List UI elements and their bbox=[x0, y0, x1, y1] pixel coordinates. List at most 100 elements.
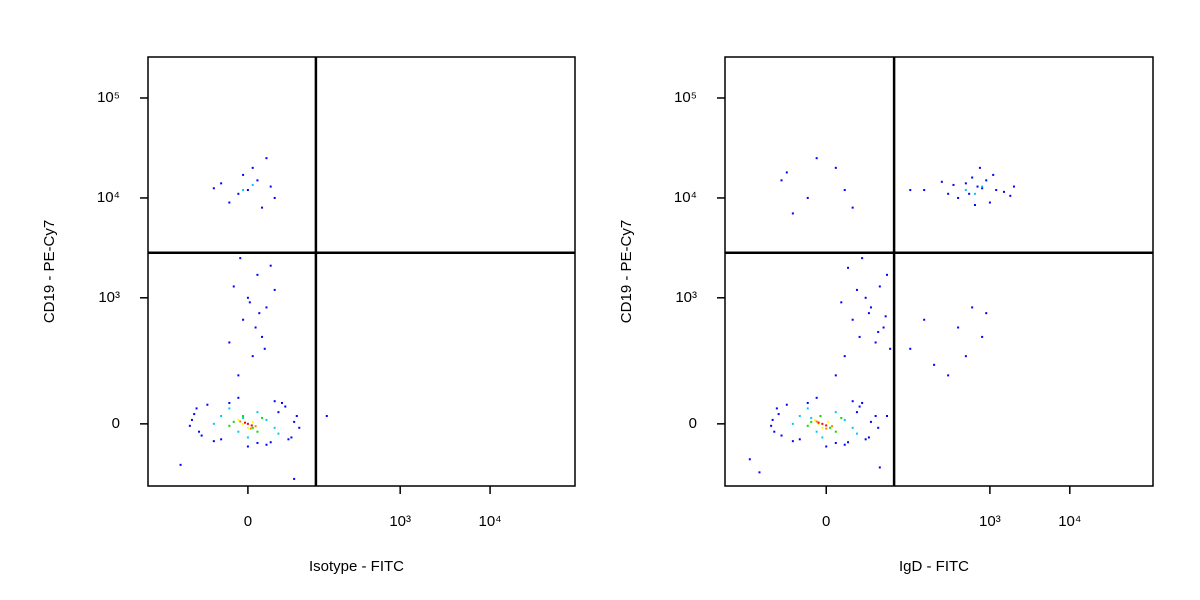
point bbox=[1009, 194, 1012, 197]
point bbox=[861, 257, 864, 260]
point bbox=[254, 326, 257, 329]
point bbox=[273, 426, 276, 429]
point bbox=[869, 420, 872, 423]
point bbox=[212, 422, 215, 425]
point bbox=[819, 415, 822, 418]
point bbox=[242, 422, 245, 425]
point bbox=[785, 403, 788, 406]
point bbox=[256, 179, 259, 182]
point bbox=[855, 432, 858, 435]
y-axis-label: CD19 - PE-Cy7 bbox=[41, 220, 58, 323]
point bbox=[791, 212, 794, 215]
point bbox=[228, 341, 231, 344]
point bbox=[834, 430, 837, 433]
point bbox=[1002, 190, 1005, 193]
x-tick-label: 10⁴ bbox=[479, 513, 502, 530]
point bbox=[985, 179, 988, 182]
point bbox=[293, 420, 296, 423]
point bbox=[258, 312, 261, 315]
point bbox=[269, 185, 272, 188]
point bbox=[834, 411, 837, 414]
point bbox=[829, 426, 832, 429]
point bbox=[228, 424, 231, 427]
point bbox=[237, 192, 240, 195]
point bbox=[773, 430, 776, 433]
point bbox=[798, 415, 801, 418]
point bbox=[843, 189, 846, 192]
point bbox=[840, 416, 843, 419]
point bbox=[947, 192, 950, 195]
point bbox=[964, 189, 967, 192]
point bbox=[867, 436, 870, 439]
point bbox=[861, 401, 864, 404]
point bbox=[909, 347, 912, 350]
point bbox=[923, 189, 926, 192]
point bbox=[261, 416, 264, 419]
point bbox=[825, 427, 828, 430]
point bbox=[815, 420, 818, 423]
point bbox=[179, 463, 182, 466]
point bbox=[246, 426, 249, 429]
point bbox=[284, 405, 287, 408]
point bbox=[810, 416, 813, 419]
point bbox=[251, 183, 254, 186]
point bbox=[265, 306, 268, 309]
point bbox=[251, 355, 254, 358]
point bbox=[851, 206, 854, 209]
point bbox=[847, 266, 850, 269]
point bbox=[971, 176, 974, 179]
point bbox=[884, 315, 887, 318]
point bbox=[248, 301, 251, 304]
point bbox=[244, 421, 247, 424]
point bbox=[188, 424, 191, 427]
point bbox=[246, 445, 249, 448]
point bbox=[940, 180, 943, 183]
point bbox=[250, 424, 253, 427]
point bbox=[834, 374, 837, 377]
point bbox=[246, 422, 249, 425]
point bbox=[246, 296, 249, 299]
point bbox=[834, 166, 837, 169]
point bbox=[256, 411, 259, 414]
point bbox=[780, 434, 783, 437]
point bbox=[785, 171, 788, 174]
point bbox=[242, 416, 245, 419]
point bbox=[237, 430, 240, 433]
point bbox=[985, 312, 988, 315]
point bbox=[798, 438, 801, 441]
point bbox=[220, 438, 223, 441]
point bbox=[293, 477, 296, 480]
y-tick-label: 0 bbox=[112, 415, 120, 432]
point bbox=[237, 418, 240, 421]
point bbox=[840, 301, 843, 304]
point bbox=[817, 422, 820, 425]
point bbox=[251, 420, 254, 423]
y-tick-label: 10⁵ bbox=[674, 89, 697, 106]
point bbox=[242, 415, 245, 418]
point bbox=[878, 285, 881, 288]
point bbox=[995, 189, 998, 192]
point bbox=[198, 430, 201, 433]
point bbox=[277, 432, 280, 435]
point bbox=[815, 396, 818, 399]
point bbox=[232, 285, 235, 288]
point bbox=[981, 335, 984, 338]
point bbox=[855, 288, 858, 291]
point bbox=[770, 424, 773, 427]
point bbox=[843, 418, 846, 421]
point bbox=[825, 445, 828, 448]
point bbox=[273, 400, 276, 403]
point bbox=[957, 196, 960, 199]
x-axis-label: Isotype - FITC bbox=[309, 558, 404, 575]
x-tick-label: 0 bbox=[822, 513, 830, 530]
point bbox=[280, 401, 283, 404]
point bbox=[968, 192, 971, 195]
point bbox=[843, 355, 846, 358]
y-tick-label: 10⁴ bbox=[674, 189, 697, 206]
point bbox=[193, 413, 196, 416]
point bbox=[988, 201, 991, 204]
point bbox=[295, 415, 298, 418]
point bbox=[834, 441, 837, 444]
point bbox=[815, 157, 818, 160]
point bbox=[251, 426, 254, 429]
